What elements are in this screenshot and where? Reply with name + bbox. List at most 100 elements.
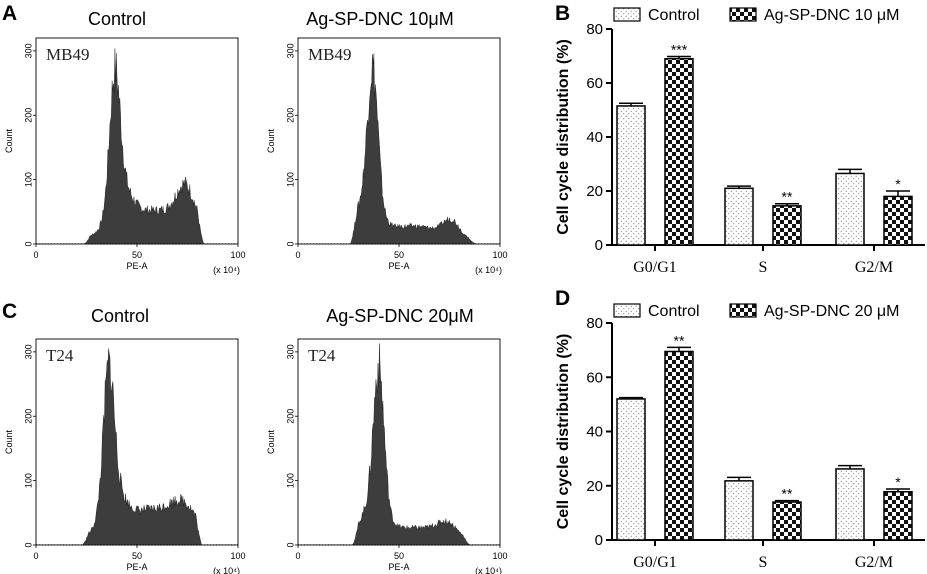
- legend-entry: Ag-SP-DNC 10 μM: [764, 7, 899, 24]
- bar-chart-mb49: 0 20 40 60 80 Cell cycle distribution (%) G0/G…: [555, 7, 925, 276]
- bar-chart-t24: 0 20 40 60 80 Cell cycle distribution (%) G0/G…: [555, 303, 925, 571]
- histogram-title: Ag-SP-DNC 20μM: [326, 306, 473, 326]
- histogram-area: [350, 53, 476, 245]
- y-axis-label: Count: [4, 129, 14, 154]
- significance-marker: *: [895, 474, 901, 490]
- category-label: G0/G1: [633, 259, 677, 276]
- bar: [883, 490, 913, 541]
- y-tick-label: 200: [285, 108, 295, 123]
- y-axis-label: Cell cycle distribution (%): [555, 39, 572, 235]
- x-axis-label: PE-A: [388, 562, 409, 572]
- y-tick-label: 200: [23, 409, 33, 424]
- panel-label-a: A: [2, 2, 17, 25]
- x-unit-label: (x 10⁴): [213, 566, 240, 574]
- x-tick-label: 100: [230, 551, 245, 561]
- x-tick-label: 0: [295, 250, 300, 260]
- bar: [664, 350, 694, 541]
- x-axis-label: PE-A: [126, 562, 147, 572]
- y-tick-label: 300: [285, 43, 295, 58]
- bar: [835, 468, 865, 541]
- histogram-title: Control: [88, 9, 146, 29]
- cell-line-label: T24: [308, 346, 336, 365]
- y-tick-label: 100: [285, 473, 295, 488]
- x-axis-label: PE-A: [126, 261, 147, 271]
- significance-marker: **: [782, 189, 793, 205]
- y-tick-label: 0: [595, 237, 603, 254]
- histogram-title: Ag-SP-DNC 10μM: [306, 9, 453, 29]
- x-unit-label: (x 10⁴): [475, 566, 502, 574]
- y-tick-label: 0: [23, 542, 33, 547]
- legend-entry: Ag-SP-DNC 20 μM: [764, 303, 899, 320]
- y-tick-label: 60: [586, 75, 603, 92]
- bar: [772, 501, 802, 541]
- x-axis-label: PE-A: [388, 261, 409, 271]
- histogram-t24-control: Control 0 100 200 300 Count 0 50 100 PE-A (x 10⁴) T…: [4, 306, 246, 574]
- panel-label-d: D: [555, 287, 570, 310]
- bar: [835, 172, 865, 246]
- y-tick-label: 80: [586, 21, 603, 38]
- x-tick-label: 50: [394, 551, 404, 561]
- bar: [724, 480, 754, 541]
- x-tick-label: 0: [33, 250, 38, 260]
- y-tick-label: 80: [586, 315, 603, 332]
- y-axis-label: Count: [266, 430, 276, 455]
- legend-swatch: [613, 303, 641, 318]
- y-tick-label: 300: [23, 43, 33, 58]
- significance-marker: *: [895, 176, 901, 192]
- cell-line-label: MB49: [46, 45, 89, 64]
- histogram-area: [84, 48, 204, 245]
- category-label: S: [759, 554, 768, 571]
- panel-label-b: B: [555, 2, 570, 25]
- bar: [772, 205, 802, 246]
- x-tick-label: 50: [132, 250, 142, 260]
- y-axis-label: Cell cycle distribution (%): [555, 334, 572, 530]
- x-tick-label: 0: [295, 551, 300, 561]
- x-tick-label: 50: [132, 551, 142, 561]
- cell-line-label: T24: [46, 346, 74, 365]
- y-tick-label: 100: [23, 473, 33, 488]
- y-tick-label: 0: [595, 532, 603, 549]
- y-tick-label: 0: [285, 542, 295, 547]
- significance-marker: ***: [671, 42, 688, 58]
- y-tick-label: 200: [285, 409, 295, 424]
- plot-frame: [297, 37, 501, 245]
- bar: [616, 105, 646, 246]
- category-label: G0/G1: [633, 554, 677, 571]
- y-tick-label: 100: [23, 172, 33, 187]
- y-axis-label: Count: [266, 129, 276, 154]
- bar: [724, 187, 754, 246]
- category-label: G2/M: [855, 554, 893, 571]
- significance-marker: **: [674, 332, 685, 348]
- x-unit-label: (x 10⁴): [213, 265, 240, 275]
- histogram-t24-treated: Ag-SP-DNC 20μM 0 100 200 300 Count 0 50 100 PE-A (…: [266, 306, 508, 574]
- histogram-area: [82, 348, 202, 546]
- histogram-mb49-control: Control 0 100 200 300 Count 0 50 100 PE-A (x 10⁴) M…: [4, 9, 246, 275]
- category-label: G2/M: [855, 259, 893, 276]
- y-tick-label: 300: [285, 344, 295, 359]
- y-tick-label: 0: [23, 241, 33, 246]
- histogram-title: Control: [91, 306, 149, 326]
- plot-frame: [297, 338, 501, 546]
- x-tick-label: 100: [492, 250, 507, 260]
- x-tick-label: 100: [492, 551, 507, 561]
- bar: [664, 57, 694, 246]
- y-tick-label: 20: [586, 478, 603, 495]
- category-label: S: [759, 259, 768, 276]
- legend-entry: Control: [648, 7, 700, 24]
- histogram-area: [352, 343, 471, 546]
- x-unit-label: (x 10⁴): [475, 265, 502, 275]
- legend-swatch: [729, 303, 757, 318]
- panel-label-c: C: [2, 300, 17, 323]
- y-tick-label: 200: [23, 108, 33, 123]
- x-tick-label: 0: [33, 551, 38, 561]
- y-tick-label: 60: [586, 369, 603, 386]
- y-tick-label: 100: [285, 172, 295, 187]
- y-axis-label: Count: [4, 430, 14, 455]
- cell-line-label: MB49: [308, 45, 351, 64]
- legend-entry: Control: [648, 303, 700, 320]
- y-tick-label: 40: [586, 424, 603, 441]
- y-tick-label: 20: [586, 183, 603, 200]
- y-tick-label: 0: [285, 241, 295, 246]
- y-tick-label: 40: [586, 129, 603, 146]
